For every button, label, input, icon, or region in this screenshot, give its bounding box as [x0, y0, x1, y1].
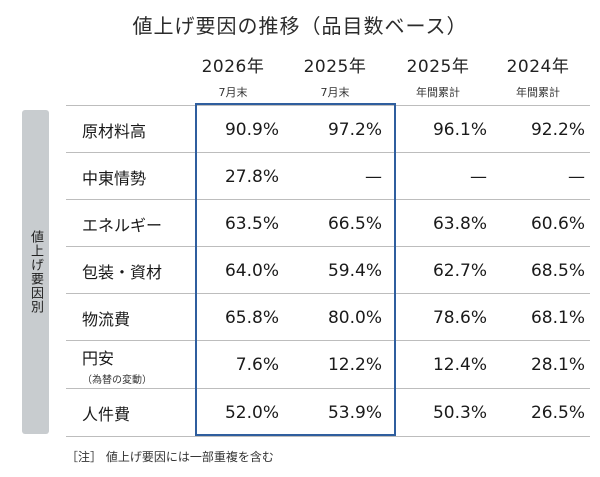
- value-cell: 60.6%: [530, 213, 585, 234]
- page-title: 値上げ要因の推移（品目数ベース）: [132, 14, 468, 38]
- value-cell: —: [365, 166, 382, 187]
- row-label: 円安 （為替の変動）: [82, 341, 152, 389]
- value-cell: 78.6%: [432, 307, 487, 328]
- row-label-main: 人件費: [82, 404, 131, 424]
- side-label-text: 値上げ要因別: [28, 230, 43, 314]
- value-cell: 50.3%: [432, 402, 487, 423]
- value-cell: 7.6%: [235, 355, 279, 375]
- row-label-main: 物流費: [82, 309, 131, 329]
- table-row: エネルギー 63.5% 66.5% 63.8% 60.6%: [66, 199, 590, 247]
- value-cell: 68.1%: [530, 307, 585, 328]
- column-header-3: 2025年 年間累計: [388, 52, 488, 100]
- value-cell: 64.0%: [224, 260, 279, 281]
- value-cell: 96.1%: [432, 119, 487, 140]
- column-year: 2025年: [406, 57, 470, 77]
- row-label-main: エネルギー: [82, 215, 163, 235]
- column-year: 2024年: [506, 57, 570, 77]
- column-sub: 年間累計: [416, 86, 460, 99]
- value-cell: 53.9%: [327, 402, 382, 423]
- row-label-main: 円安: [82, 348, 115, 368]
- value-cell: 62.7%: [432, 260, 487, 281]
- value-cell: 28.1%: [530, 355, 585, 375]
- column-year: 2025年: [303, 57, 367, 77]
- table-row: 人件費 52.0% 53.9% 50.3% 26.5%: [66, 388, 590, 437]
- column-header-1: 2026年 7月末: [183, 52, 283, 100]
- column-sub: 年間累計: [516, 86, 560, 99]
- column-header-2: 2025年 7月末: [285, 52, 385, 100]
- table-row: 中東情勢 27.8% — — —: [66, 152, 590, 200]
- value-cell: 12.4%: [432, 355, 487, 375]
- row-label: エネルギー: [82, 200, 162, 247]
- value-cell: 90.9%: [224, 119, 279, 140]
- column-header-4: 2024年 年間累計: [488, 52, 588, 100]
- column-year: 2026年: [201, 57, 265, 77]
- value-cell: 59.4%: [327, 260, 382, 281]
- footnote: ［注］ 値上げ要因には一部重複を含む: [66, 450, 274, 464]
- row-label: 人件費: [82, 389, 130, 436]
- value-cell: —: [470, 166, 487, 187]
- table-row: 包装・資材 64.0% 59.4% 62.7% 68.5%: [66, 246, 590, 294]
- row-label-note: （為替の変動）: [82, 374, 152, 386]
- row-label-main: 包装・資材: [82, 262, 163, 282]
- row-label: 中東情勢: [82, 153, 146, 200]
- value-cell: 26.5%: [530, 402, 585, 423]
- value-cell: 27.8%: [224, 166, 279, 187]
- column-sub: 7月末: [320, 86, 350, 99]
- table-row: 物流費 65.8% 80.0% 78.6% 68.1%: [66, 293, 590, 341]
- row-label-main: 中東情勢: [82, 168, 147, 188]
- value-cell: 12.2%: [327, 355, 382, 375]
- value-cell: 92.2%: [530, 119, 585, 140]
- value-cell: 65.8%: [224, 307, 279, 328]
- value-cell: 66.5%: [327, 213, 382, 234]
- side-category-label: 値上げ要因別: [22, 110, 49, 434]
- value-cell: —: [568, 166, 585, 187]
- row-label-main: 原材料高: [82, 121, 147, 141]
- table-row: 原材料高 90.9% 97.2% 96.1% 92.2%: [66, 105, 590, 153]
- table-row: 円安 （為替の変動） 7.6% 12.2% 12.4% 28.1%: [66, 340, 590, 389]
- value-cell: 80.0%: [327, 307, 382, 328]
- value-cell: 52.0%: [224, 402, 279, 423]
- column-sub: 7月末: [218, 86, 248, 99]
- value-cell: 63.5%: [224, 213, 279, 234]
- value-cell: 68.5%: [530, 260, 585, 281]
- row-label: 物流費: [82, 294, 130, 341]
- value-cell: 97.2%: [327, 119, 382, 140]
- row-label: 包装・資材: [82, 247, 162, 294]
- row-label: 原材料高: [82, 106, 146, 153]
- value-cell: 63.8%: [432, 213, 487, 234]
